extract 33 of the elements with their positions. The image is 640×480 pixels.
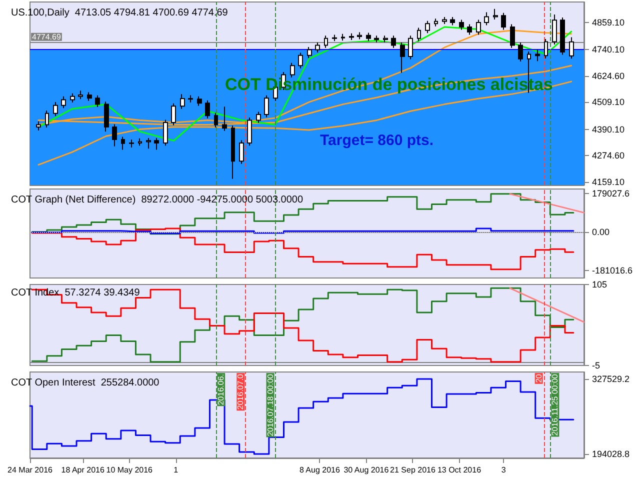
ref-line-label: 2016.07.18 00:00: [266, 373, 275, 436]
ref-line-label: 2016.11.25 00:00: [550, 373, 560, 436]
y-tick-label: 4159.10: [592, 176, 625, 187]
y-tick-label: 4390.10: [592, 124, 625, 134]
ref-line-label: 20: [534, 373, 544, 383]
annotation: Target= 860 pts.: [320, 132, 434, 149]
x-tick-label: 30 Aug 2016: [344, 466, 390, 474]
x-tick-label: 18 Apr 2016: [61, 466, 105, 474]
y-tick-label: -5: [592, 360, 600, 370]
ref-line-label: 4774.69: [32, 32, 62, 42]
x-tick-label: 21 Sep 2016: [390, 466, 436, 474]
x-tick-label: 8 Aug 2016: [299, 466, 340, 474]
x-tick-label: 3: [501, 466, 506, 474]
x-tick-label: 1: [174, 466, 179, 474]
y-tick-label: 4859.10: [592, 18, 625, 28]
y-tick-label: -181016.6: [592, 266, 633, 276]
text: COT Graph (Net Difference) 89272.0000 -94275.0000 5003.0000: [11, 194, 304, 206]
text: US.100,Daily 4713.05 4794.81 4700.69 4774.69: [11, 8, 228, 18]
y-tick-label: 4274.60: [592, 150, 625, 161]
ref-line-label: 2016.07.0: [236, 373, 246, 410]
x-tick-label: 13 Oct 2016: [437, 466, 482, 474]
y-tick-label: 0.00: [592, 226, 610, 237]
text: COT Open Interest 255284.0000: [11, 378, 160, 388]
ref-line-label: 2016.06.: [216, 374, 226, 406]
x-tick-label: 24 Mar 2016: [8, 466, 54, 474]
y-tick-label: 179027.6: [592, 188, 630, 198]
y-tick-label: 4740.10: [592, 44, 625, 55]
y-tick-label: 4509.10: [592, 97, 625, 108]
y-tick-label: 327529.2: [592, 374, 630, 384]
y-tick-label: 105: [592, 280, 608, 290]
x-tick-label: 10 May 2016: [106, 466, 154, 474]
y-tick-label: 194028.8: [592, 449, 630, 460]
y-tick-label: 4624.60: [592, 70, 625, 81]
